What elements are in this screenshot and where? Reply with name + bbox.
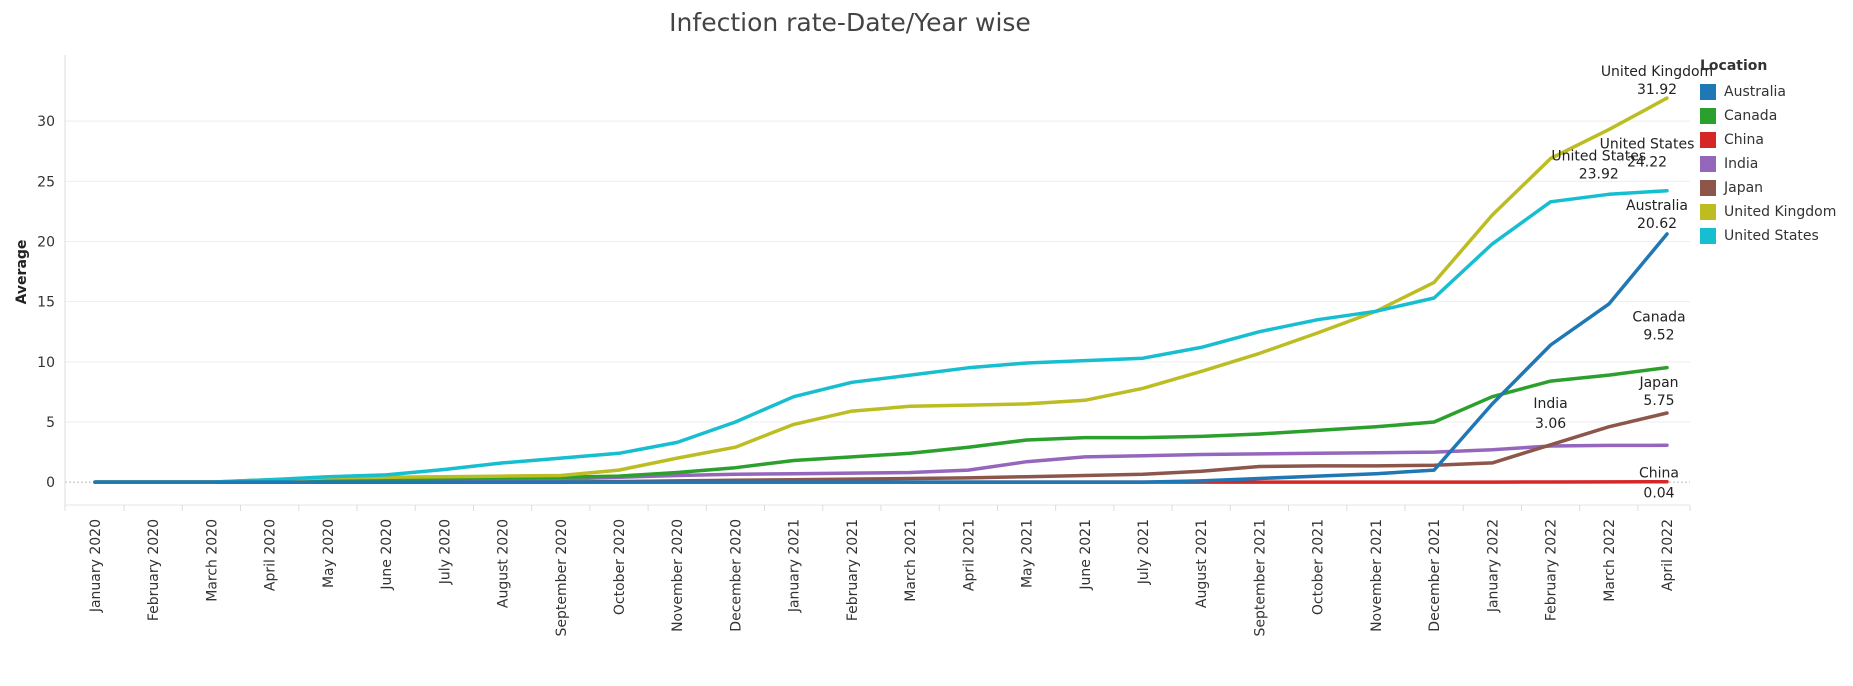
end-label-value: 3.06 bbox=[1535, 416, 1566, 432]
legend-swatch bbox=[1700, 228, 1716, 244]
series-line-united-states bbox=[93, 188, 1669, 484]
x-tick-label: March 2020 bbox=[204, 519, 220, 602]
x-tick-label: November 2020 bbox=[670, 519, 686, 632]
x-tick-label: April 2020 bbox=[263, 519, 279, 591]
y-tick-label: 20 bbox=[37, 234, 55, 250]
point-label-value: 23.92 bbox=[1579, 166, 1619, 182]
legend: Location Australia Canada China India Japan U… bbox=[1700, 58, 1836, 248]
point-label-name: United States bbox=[1551, 148, 1646, 164]
end-label-name: Canada bbox=[1632, 310, 1685, 326]
end-label-value: 0.04 bbox=[1643, 486, 1674, 502]
x-tick-label: September 2021 bbox=[1252, 519, 1268, 636]
legend-title: Location bbox=[1700, 58, 1768, 74]
legend-swatch bbox=[1700, 132, 1716, 148]
x-tick-label: January 2020 bbox=[88, 519, 104, 613]
x-tick-label: August 2020 bbox=[496, 519, 512, 608]
end-label-name: China bbox=[1639, 466, 1679, 482]
x-tick-label: February 2021 bbox=[845, 519, 861, 621]
end-label-name: India bbox=[1533, 396, 1567, 412]
end-label-name: United States bbox=[1600, 137, 1695, 153]
legend-item[interactable]: Australia bbox=[1700, 80, 1836, 104]
legend-swatch bbox=[1700, 108, 1716, 124]
x-tick-label: January 2022 bbox=[1485, 519, 1501, 613]
x-tick-label: May 2020 bbox=[321, 519, 337, 588]
legend-swatch bbox=[1700, 156, 1716, 172]
x-tick-label: April 2022 bbox=[1660, 519, 1676, 591]
legend-label: Japan bbox=[1724, 180, 1764, 196]
x-tick-label: August 2021 bbox=[1194, 519, 1210, 608]
legend-label: Canada bbox=[1724, 108, 1778, 124]
x-tick-label: July 2021 bbox=[1136, 519, 1152, 585]
legend-swatch bbox=[1700, 84, 1716, 100]
y-tick-label: 0 bbox=[46, 475, 55, 491]
legend-item[interactable]: United Kingdom bbox=[1700, 200, 1836, 224]
x-tick-label: February 2022 bbox=[1544, 519, 1560, 621]
gridlines bbox=[65, 120, 1690, 483]
x-tick-label: October 2020 bbox=[612, 519, 628, 615]
x-tick-label: March 2022 bbox=[1602, 519, 1618, 602]
x-tick-label: December 2020 bbox=[728, 519, 744, 632]
y-tick-label: 5 bbox=[46, 415, 55, 431]
x-tick-label: January 2021 bbox=[787, 519, 803, 613]
legend-label: United States bbox=[1724, 228, 1819, 244]
legend-items: Australia Canada China India Japan United Kin… bbox=[1700, 80, 1836, 248]
series-line-australia bbox=[93, 232, 1669, 484]
end-label-name: Australia bbox=[1626, 198, 1688, 214]
legend-swatch bbox=[1700, 204, 1716, 220]
x-tick-label: May 2021 bbox=[1020, 519, 1036, 588]
legend-label: Australia bbox=[1724, 84, 1786, 100]
end-label-value: 9.52 bbox=[1643, 328, 1674, 344]
legend-item[interactable]: Japan bbox=[1700, 176, 1836, 200]
legend-item[interactable]: Canada bbox=[1700, 104, 1836, 128]
chart-title: Infection rate-Date/Year wise bbox=[669, 8, 1031, 37]
x-tick-label: December 2021 bbox=[1427, 519, 1443, 632]
series-line-united-kingdom bbox=[93, 96, 1669, 484]
legend-item[interactable]: United States bbox=[1700, 224, 1836, 248]
legend-label: India bbox=[1724, 156, 1759, 172]
x-tick-label: October 2021 bbox=[1311, 519, 1327, 615]
legend-label: United Kingdom bbox=[1724, 204, 1837, 220]
x-tick-label: June 2020 bbox=[379, 519, 395, 591]
x-tick-label: September 2020 bbox=[554, 519, 570, 636]
series-line-canada bbox=[93, 365, 1669, 484]
y-axis-label: Average bbox=[14, 240, 30, 305]
x-tick-label: July 2020 bbox=[437, 519, 453, 585]
end-label-value: 24.22 bbox=[1627, 155, 1667, 171]
end-label-value: 20.62 bbox=[1637, 216, 1677, 232]
x-tick-label: June 2021 bbox=[1078, 519, 1094, 591]
y-tick-label: 10 bbox=[37, 355, 55, 371]
y-tick-label: 30 bbox=[37, 114, 55, 130]
end-label-name: United Kingdom bbox=[1601, 64, 1713, 80]
legend-swatch bbox=[1700, 180, 1716, 196]
end-labels: Australia 20.62 Canada 9.52 China 0.04 India 3.… bbox=[1533, 64, 1713, 502]
y-tick-label: 15 bbox=[37, 295, 55, 311]
axes: 0 5 10 15 20 25 30 January 2020 February 2020 Mar… bbox=[37, 55, 1691, 636]
legend-item[interactable]: India bbox=[1700, 152, 1836, 176]
y-tick-label: 25 bbox=[37, 174, 55, 190]
series-lines bbox=[93, 96, 1669, 484]
end-label-name: Japan bbox=[1638, 375, 1678, 391]
end-label-value: 31.92 bbox=[1637, 82, 1677, 98]
x-tick-label: November 2021 bbox=[1369, 519, 1385, 632]
end-label-value: 5.75 bbox=[1643, 393, 1674, 409]
legend-label: China bbox=[1724, 132, 1764, 148]
legend-item[interactable]: China bbox=[1700, 128, 1836, 152]
x-tick-label: March 2021 bbox=[903, 519, 919, 602]
x-tick-label: February 2020 bbox=[146, 519, 162, 621]
x-tick-label: April 2021 bbox=[961, 519, 977, 591]
